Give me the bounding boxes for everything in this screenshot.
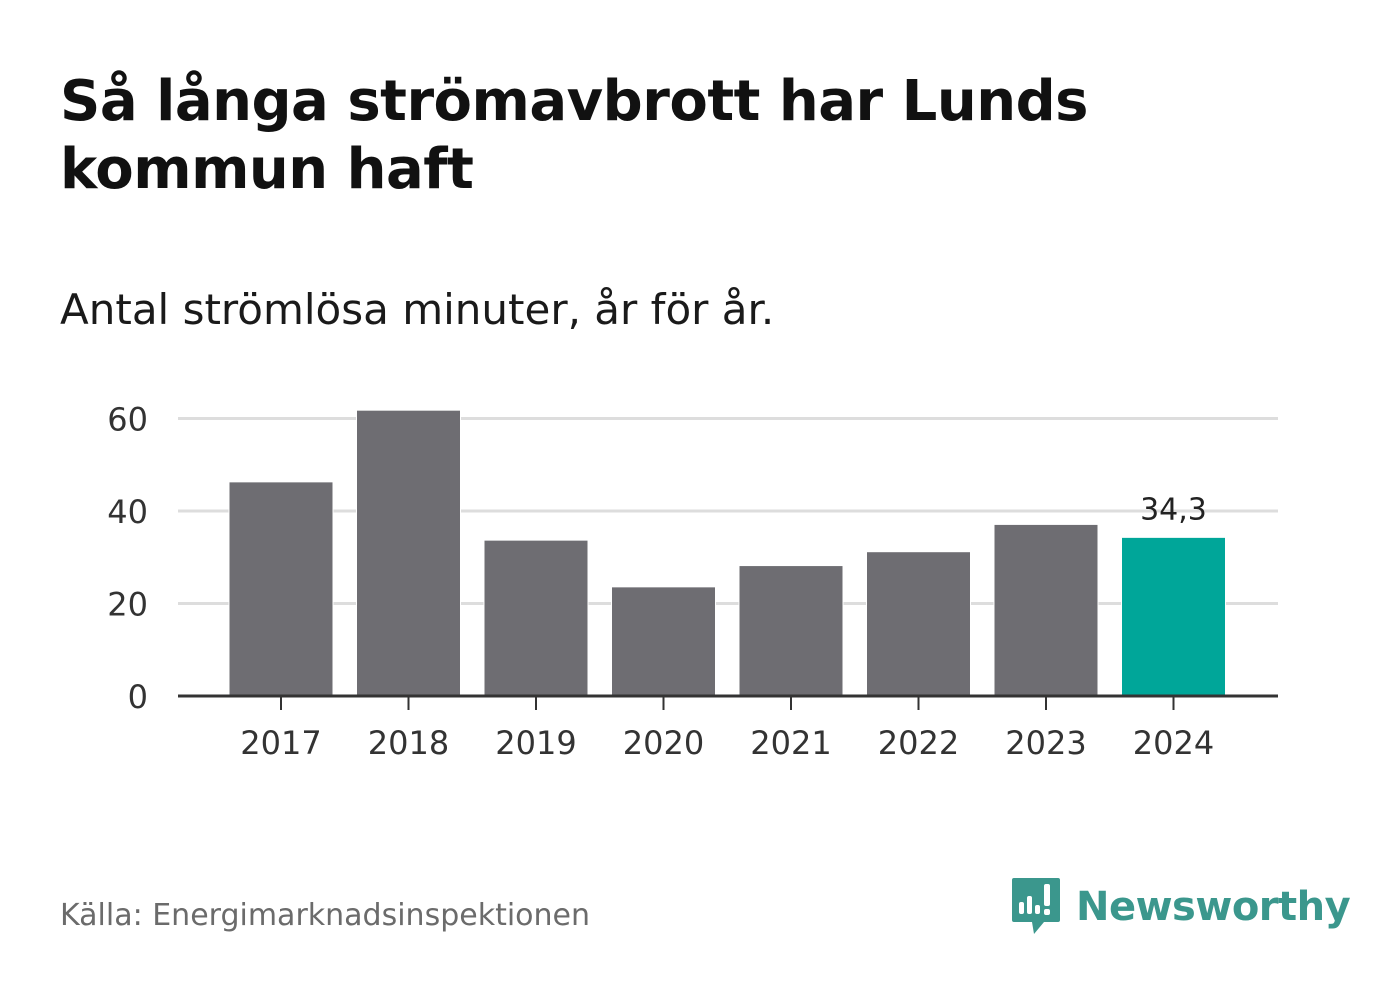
bar-2024 (1121, 536, 1226, 697)
y-tick-label: 40 (107, 493, 148, 531)
x-tick-label: 2023 (1005, 724, 1086, 762)
brand-name: Newsworthy (1076, 884, 1351, 930)
x-tick-label: 2021 (750, 724, 831, 762)
newsworthy-logo-icon (1012, 878, 1060, 934)
axes (178, 694, 1278, 710)
y-tick-label: 0 (128, 678, 148, 716)
bar-2021 (738, 565, 844, 697)
bar-2018 (356, 409, 461, 697)
x-tick-label: 2022 (878, 724, 959, 762)
bar-2017 (228, 481, 334, 697)
bar-2020 (611, 586, 716, 697)
bar-chart: 0 20 40 60 2017 2018 2019 2020 2021 2022 2023 2024 3… (107, 401, 1278, 763)
x-tick-label: 2017 (240, 724, 321, 762)
source-note: Källa: Energimarknadsinspektionen (60, 898, 591, 933)
bar-2019 (483, 539, 589, 697)
bars (228, 409, 1226, 697)
x-tick-label: 2018 (368, 724, 449, 762)
y-tick-label: 20 (107, 586, 148, 624)
gridlines (178, 417, 1278, 605)
chart-subtitle: Antal strömlösa minuter, år för år. (60, 285, 775, 334)
x-tick-label: 2019 (495, 724, 576, 762)
bar-2022 (866, 551, 971, 697)
y-tick-label: 60 (107, 401, 148, 439)
x-tick-label: 2020 (623, 724, 704, 762)
data-label-2024: 34,3 (1140, 492, 1207, 527)
bar-2023 (993, 523, 1099, 697)
brand: Newsworthy (1010, 876, 1351, 938)
x-tick-label: 2024 (1133, 724, 1214, 762)
chart-title: Så långa strömavbrott har Lunds kommun h… (60, 69, 1089, 202)
labels: 0 20 40 60 2017 2018 2019 2020 2021 2022 2023 2024 3… (107, 401, 1214, 763)
